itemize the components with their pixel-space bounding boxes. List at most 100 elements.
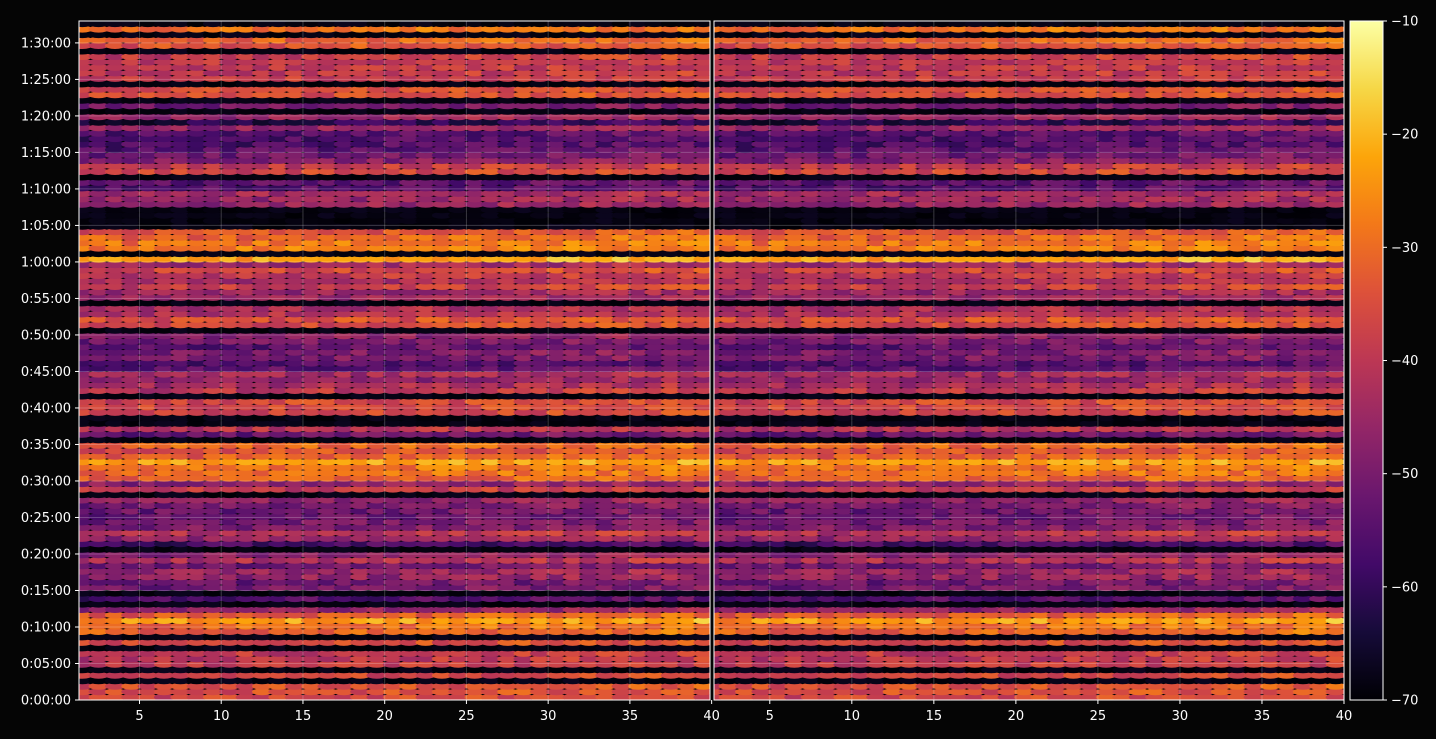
heatmap-cell: [415, 589, 436, 597]
heatmap-cell: [350, 562, 371, 570]
heatmap-cell: [317, 606, 338, 613]
heatmap-cell: [137, 600, 158, 608]
heatmap-cell: [497, 589, 518, 597]
heatmap-cell: [104, 628, 126, 635]
heatmap-cell: [431, 562, 452, 570]
heatmap-cell: [153, 595, 175, 603]
heatmap-cell: [366, 622, 387, 630]
heatmap-cell: [104, 535, 126, 542]
x-tick-label: 40: [703, 709, 720, 724]
heatmap-cell: [693, 502, 710, 509]
heatmap-cell: [235, 524, 256, 531]
heatmap-cell: [562, 513, 583, 520]
heatmap-cell: [170, 518, 191, 526]
heatmap-cell: [431, 595, 452, 603]
heatmap-cell: [284, 496, 305, 504]
heatmap-cell: [235, 491, 256, 499]
heatmap-cell: [480, 529, 501, 537]
heatmap-cell: [513, 682, 534, 690]
heatmap-cell: [88, 611, 109, 619]
heatmap-cell: [431, 507, 452, 515]
heatmap-cell: [431, 644, 452, 652]
heatmap-cell: [562, 529, 583, 537]
heatmap-cell: [317, 562, 338, 570]
heatmap-cell: [578, 682, 600, 690]
heatmap-cell: [366, 611, 387, 619]
heatmap-cell: [301, 584, 322, 592]
heatmap-cell: [382, 562, 403, 570]
heatmap-cell: [333, 584, 354, 592]
heatmap-cell: [611, 551, 632, 559]
heatmap-cell: [431, 584, 452, 592]
heatmap-cell: [382, 693, 403, 700]
x-tick-label: 5: [135, 709, 143, 724]
heatmap-cell: [333, 529, 354, 537]
heatmap-cell: [350, 688, 371, 696]
heatmap-cell: [104, 502, 126, 509]
heatmap-cell: [497, 546, 518, 553]
heatmap-cell: [431, 600, 452, 608]
heatmap-cell: [317, 688, 338, 696]
heatmap-cell: [595, 633, 616, 641]
heatmap-cell: [628, 507, 649, 515]
heatmap-cell: [644, 557, 665, 564]
heatmap-cell: [170, 535, 191, 542]
heatmap-cell: [79, 661, 93, 668]
heatmap-cell: [578, 546, 600, 553]
heatmap-cell: [464, 655, 485, 663]
heatmap-cell: [170, 573, 191, 581]
heatmap-cell: [562, 611, 583, 619]
heatmap-cell: [121, 589, 142, 597]
heatmap-cell: [611, 502, 632, 509]
heatmap-cell: [366, 562, 387, 570]
heatmap-cell: [170, 688, 191, 696]
heatmap-cell: [333, 518, 354, 526]
heatmap-cell: [137, 557, 158, 564]
heatmap-cell: [448, 677, 469, 685]
heatmap-cell: [448, 551, 469, 559]
heatmap-cell: [121, 595, 142, 603]
heatmap-cell: [415, 595, 436, 603]
heatmap-cell: [628, 633, 649, 641]
heatmap-cell: [628, 502, 649, 509]
heatmap-cell: [79, 644, 93, 652]
heatmap-cell: [399, 546, 420, 553]
heatmap-cell: [137, 573, 158, 581]
heatmap-cell: [333, 507, 354, 515]
heatmap-cell: [366, 496, 387, 504]
heatmap-cell: [595, 513, 616, 520]
heatmap-cell: [79, 584, 93, 592]
heatmap-cell: [350, 677, 371, 685]
heatmap-cell: [513, 677, 534, 685]
heatmap-cell: [562, 655, 583, 663]
y-tick-label: 0:10:00: [21, 620, 71, 635]
heatmap-cell: [693, 551, 710, 559]
heatmap-cell: [350, 639, 371, 646]
heatmap-cell: [464, 540, 485, 548]
heatmap-cell: [431, 628, 452, 635]
heatmap-cell: [88, 639, 109, 646]
heatmap-cell: [186, 661, 207, 668]
heatmap-cell: [431, 578, 452, 586]
heatmap-cell: [399, 529, 420, 537]
heatmap-cell: [464, 524, 485, 531]
y-tick-label: 0:50:00: [21, 328, 71, 343]
heatmap-cell: [529, 502, 551, 509]
heatmap-cell: [562, 595, 583, 603]
heatmap-cell: [366, 633, 387, 641]
heatmap-cell: [382, 584, 403, 592]
heatmap-cell: [284, 573, 305, 581]
heatmap-cell: [88, 693, 109, 700]
heatmap-cell: [431, 551, 452, 559]
heatmap-cell: [268, 589, 289, 597]
heatmap-cell: [480, 633, 501, 641]
heatmap-cell: [121, 546, 142, 553]
heatmap-cell: [350, 672, 371, 679]
heatmap-cell: [104, 589, 126, 597]
heatmap-cell: [137, 551, 158, 559]
heatmap-cell: [170, 540, 191, 548]
heatmap-cell: [333, 644, 354, 652]
heatmap-cell: [644, 518, 665, 526]
heatmap-cell: [529, 688, 551, 696]
heatmap-cell: [448, 655, 469, 663]
